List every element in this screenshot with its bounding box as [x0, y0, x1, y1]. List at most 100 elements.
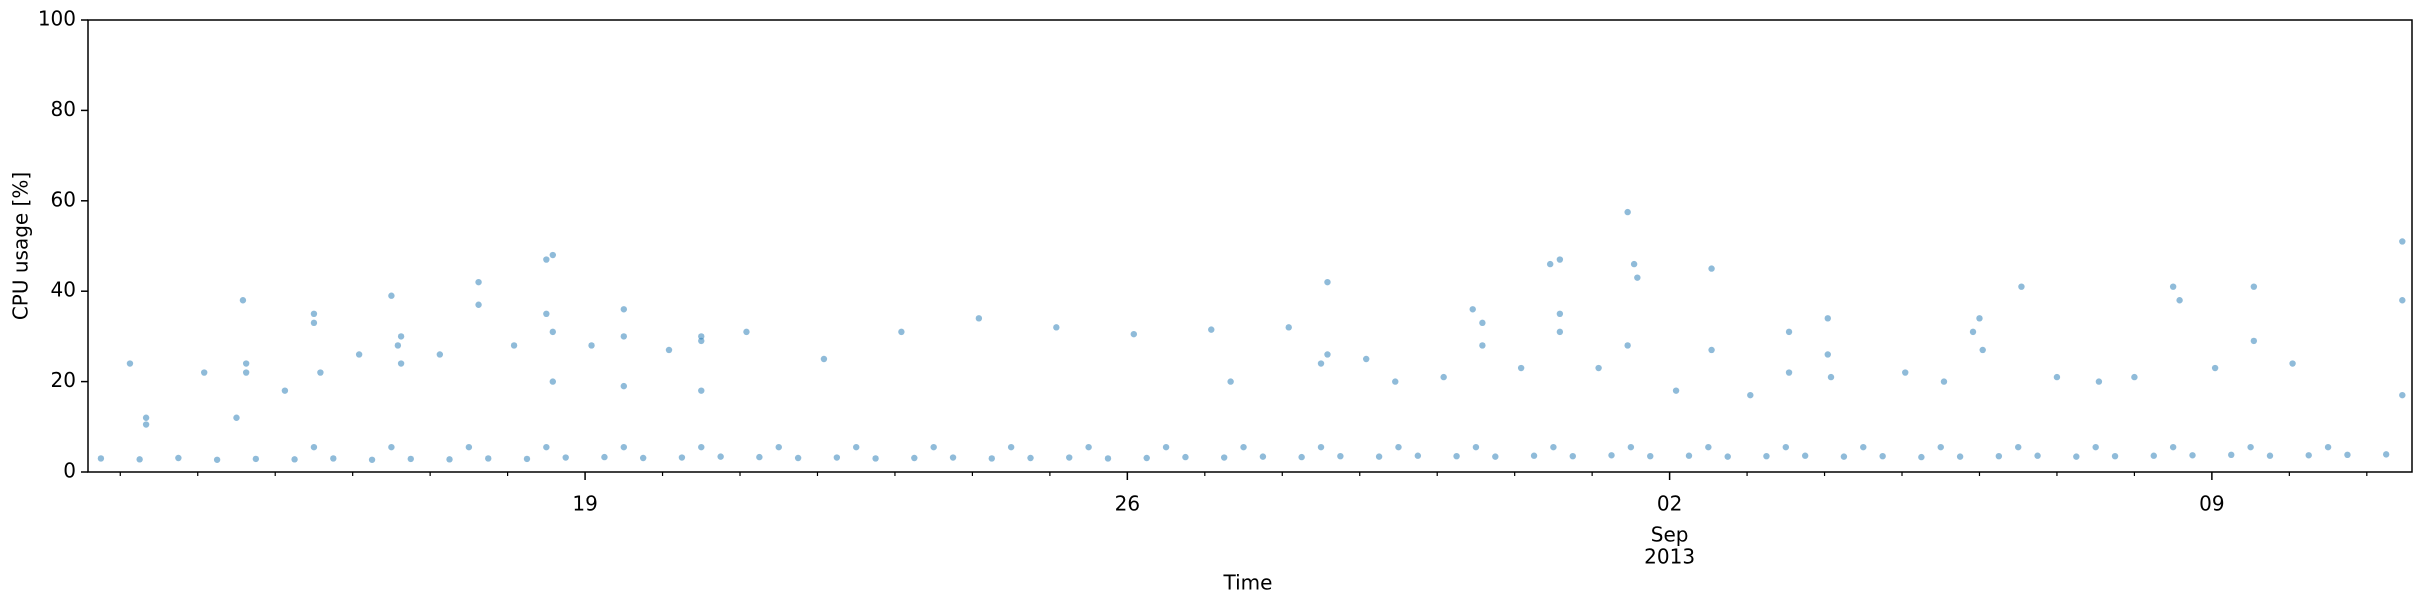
point	[2211, 364, 2219, 372]
point	[743, 328, 750, 336]
point	[2092, 443, 2099, 451]
point	[1879, 452, 1886, 460]
y-tick-label: 40	[51, 278, 76, 302]
point	[1995, 452, 2003, 460]
x-tick-label: 26	[1115, 492, 1140, 516]
point	[1546, 260, 1554, 268]
point	[543, 256, 550, 263]
point	[1937, 443, 1944, 451]
point	[1685, 452, 1693, 459]
y-axis-label: CPU usage [%]	[9, 172, 33, 320]
point	[2150, 452, 2157, 459]
point	[136, 456, 143, 463]
point	[1317, 360, 1325, 367]
point	[1453, 452, 1460, 460]
point	[620, 443, 628, 451]
point	[1840, 453, 1848, 460]
point	[543, 443, 550, 451]
point	[698, 443, 705, 451]
point	[1627, 443, 1635, 451]
point	[975, 315, 983, 322]
point	[213, 456, 221, 463]
point	[1324, 278, 1331, 286]
point	[2399, 391, 2406, 399]
point	[1479, 319, 1486, 327]
point	[1647, 452, 1654, 460]
point	[465, 443, 473, 451]
point	[698, 387, 705, 394]
point	[397, 333, 405, 340]
point	[1785, 369, 1793, 376]
point	[2247, 443, 2254, 451]
point	[1556, 256, 1564, 263]
point	[1708, 346, 1715, 354]
point	[1053, 324, 1060, 331]
point	[1208, 326, 1215, 333]
point	[201, 369, 208, 376]
point	[1624, 208, 1631, 216]
x-tick-sublabel: Sep	[1651, 523, 1689, 547]
y-tick-label: 0	[63, 459, 76, 483]
point	[2344, 451, 2351, 459]
point	[794, 454, 802, 462]
point	[1240, 443, 1247, 451]
x-tick-sublabel: 2013	[1644, 545, 1695, 569]
point	[388, 292, 395, 299]
point	[2111, 452, 2119, 460]
point	[717, 453, 724, 460]
point	[601, 453, 608, 461]
point	[1976, 315, 1983, 322]
point	[1104, 455, 1112, 462]
point	[549, 378, 556, 385]
point	[588, 342, 595, 349]
point	[1672, 387, 1680, 394]
point	[1469, 306, 1476, 313]
point	[1556, 310, 1564, 317]
point	[485, 455, 492, 462]
x-tick-label: 02	[1657, 492, 1682, 516]
point	[97, 455, 105, 462]
point	[126, 360, 134, 367]
point	[775, 443, 782, 451]
point	[1940, 378, 1948, 385]
point	[698, 333, 705, 340]
point	[239, 297, 247, 304]
point	[475, 278, 482, 286]
point	[252, 455, 260, 463]
point	[620, 306, 628, 313]
point	[1182, 453, 1189, 461]
point	[2095, 378, 2103, 385]
point	[1624, 342, 1631, 349]
point	[368, 456, 376, 463]
point	[1317, 443, 1325, 451]
point	[394, 342, 402, 349]
point	[2250, 337, 2258, 345]
point	[1530, 452, 1538, 459]
point	[639, 454, 647, 462]
point	[2324, 443, 2332, 451]
point	[930, 443, 937, 451]
point	[1363, 355, 1370, 363]
point	[1298, 453, 1305, 461]
point	[1085, 443, 1092, 451]
point	[523, 455, 531, 463]
point	[1227, 378, 1234, 385]
point	[1285, 324, 1292, 331]
point	[2228, 451, 2235, 459]
point	[1162, 443, 1170, 451]
point	[475, 301, 482, 308]
point	[242, 360, 250, 367]
point	[2015, 443, 2022, 451]
point	[1918, 453, 1925, 461]
point	[1705, 443, 1712, 451]
point	[1337, 452, 1344, 460]
point	[1969, 328, 1977, 336]
point	[1595, 364, 1602, 372]
point	[620, 333, 628, 340]
point	[233, 414, 240, 421]
point	[2250, 283, 2258, 290]
point	[549, 251, 556, 259]
point	[820, 355, 828, 363]
point	[549, 328, 556, 336]
